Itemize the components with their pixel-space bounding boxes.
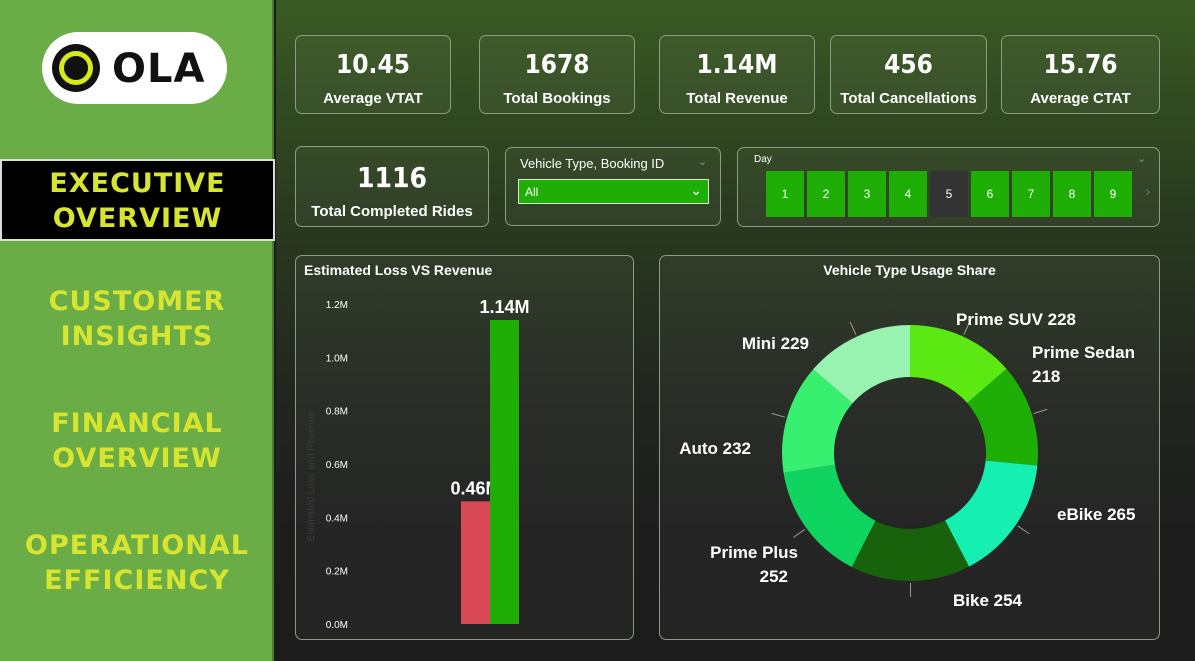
bar-chart-svg: Estimated Loss and Revenue 0.0M 0.2M 0.4M 0… [306,297,530,631]
slice-prime-plus [783,464,876,568]
leader-line [1017,525,1030,535]
donut-chart-svg: Prime SUV 228 Prime Sedan 218 eBike 265 Bike… [679,310,1135,610]
nav-customer-insights[interactable]: CUSTOMER INSIGHTS [0,284,274,354]
kpi-label: Average VTAT [323,90,423,107]
kpi-value: 10.45 [336,50,410,80]
slice-label: Prime SUV 228 [956,310,1076,329]
day-button-4[interactable]: 4 [889,171,927,217]
leader-line [771,412,786,418]
day-button-2[interactable]: 2 [807,171,845,217]
chart-title: Vehicle Type Usage Share [823,262,996,278]
slice-auto [782,369,853,473]
y-tick-label: 1.0M [326,353,348,364]
collapse-chevron-icon[interactable]: ⌄ [698,155,708,168]
sidebar: OLA EXECUTIVE OVERVIEW CUSTOMER INSIGHTS… [0,0,275,661]
y-tick-label: 0.4M [326,513,348,524]
slice-label: Mini 229 [742,334,809,353]
data-label: 0.46M [450,478,500,498]
chart-title: Estimated Loss VS Revenue [304,262,493,278]
kpi-label: Total Cancellations [840,90,977,107]
y-tick-label: 0.8M [326,407,348,418]
nav-label-line1: OPERATIONAL [25,530,249,561]
slice-label: Bike 254 [953,591,1023,610]
day-button-3[interactable]: 3 [848,171,886,217]
leader-line [793,528,806,538]
kpi-card-total-completed-rides[interactable]: 1116 Total Completed Rides [295,146,489,227]
bar-revenue [490,320,519,624]
kpi-label: Total Bookings [503,90,611,107]
slice-prime-suv [910,325,1007,404]
slice-label: Prime Plus 252 [710,543,798,586]
day-button-6[interactable]: 6 [971,171,1009,217]
vehicle-usage-chart: Vehicle Type Usage Share Prime SUV 228 Pr… [659,255,1160,640]
logo-text: OLA [112,46,206,92]
nav-label-line2: OVERVIEW [52,203,223,234]
collapse-chevron-icon[interactable]: ⌄ [1137,152,1147,165]
slice-label: eBike 265 [1057,505,1135,524]
chevron-right-icon[interactable]: › [1144,182,1151,201]
vehicle-type-dropdown[interactable]: All ⌄ [518,179,709,204]
nav-financial-overview[interactable]: FINANCIAL OVERVIEW [0,406,274,476]
slice-label: Prime Sedan 218 [1032,343,1135,386]
kpi-card-total-bookings[interactable]: 1678 Total Bookings [479,35,635,114]
bar-estimated-loss [461,501,490,624]
chevron-down-icon: ⌄ [690,182,702,198]
filter-title: Vehicle Type, Booking ID [520,156,665,171]
day-slicer-title: Day [754,154,772,165]
kpi-value: 1116 [356,161,428,194]
leader-line [963,321,971,335]
nav-label-line1: FINANCIAL [51,408,223,439]
loss-vs-revenue-chart: Estimated Loss VS Revenue Estimated Loss… [295,255,634,640]
ola-logo: OLA [42,32,227,104]
kpi-card-average-vtat[interactable]: 10.45 Average VTAT [295,35,451,114]
nav-label-line1: EXECUTIVE [49,168,226,199]
main-canvas: 10.45 Average VTAT 1678 Total Bookings 1… [276,0,1195,661]
day-slicer: Day ⌄ 1 2 3 4 5 6 7 8 9 › [737,147,1160,227]
day-button-8[interactable]: 8 [1053,171,1091,217]
nav-label-line2: INSIGHTS [60,321,214,352]
kpi-value: 456 [884,50,933,80]
nav-executive-overview[interactable]: EXECUTIVE OVERVIEW [0,159,275,241]
kpi-card-total-revenue[interactable]: 1.14M Total Revenue [659,35,815,114]
day-button-9[interactable]: 9 [1094,171,1132,217]
kpi-value: 1.14M [696,50,778,80]
nav-label-line2: EFFICIENCY [44,565,230,596]
kpi-value: 1678 [524,50,590,80]
slice-bike [851,520,970,581]
kpi-card-average-ctat[interactable]: 15.76 Average CTAT [1001,35,1160,114]
nav-label-line1: CUSTOMER [48,286,226,317]
vehicle-type-filter: Vehicle Type, Booking ID ⌄ All ⌄ [505,147,721,226]
data-label: 1.14M [479,297,529,317]
kpi-label: Total Revenue [686,90,788,107]
y-tick-label: 0.6M [326,460,348,471]
leader-line [849,321,857,335]
kpi-value: 15.76 [1043,50,1118,80]
slice-label: Auto 232 [679,439,751,458]
slice-ebike [945,460,1038,567]
kpi-label: Total Completed Rides [311,203,473,220]
nav-label-line2: OVERVIEW [52,443,222,474]
y-tick-label: 0.0M [326,620,348,631]
kpi-card-total-cancellations[interactable]: 456 Total Cancellations [830,35,987,114]
day-button-5[interactable]: 5 [930,171,968,217]
kpi-label: Average CTAT [1030,90,1131,107]
day-button-7[interactable]: 7 [1012,171,1050,217]
nav-operational-efficiency[interactable]: OPERATIONAL EFFICIENCY [0,528,274,598]
y-tick-label: 0.2M [326,567,348,578]
leader-line [1033,408,1048,414]
slice-prime-sedan [967,368,1038,466]
y-axis-label: Estimated Loss and Revenue [306,410,317,541]
dropdown-selected-value: All [525,185,539,199]
y-tick-label: 1.2M [326,300,348,311]
slice-mini [813,325,910,404]
day-button-1[interactable]: 1 [766,171,804,217]
ola-logo-icon [52,44,100,92]
